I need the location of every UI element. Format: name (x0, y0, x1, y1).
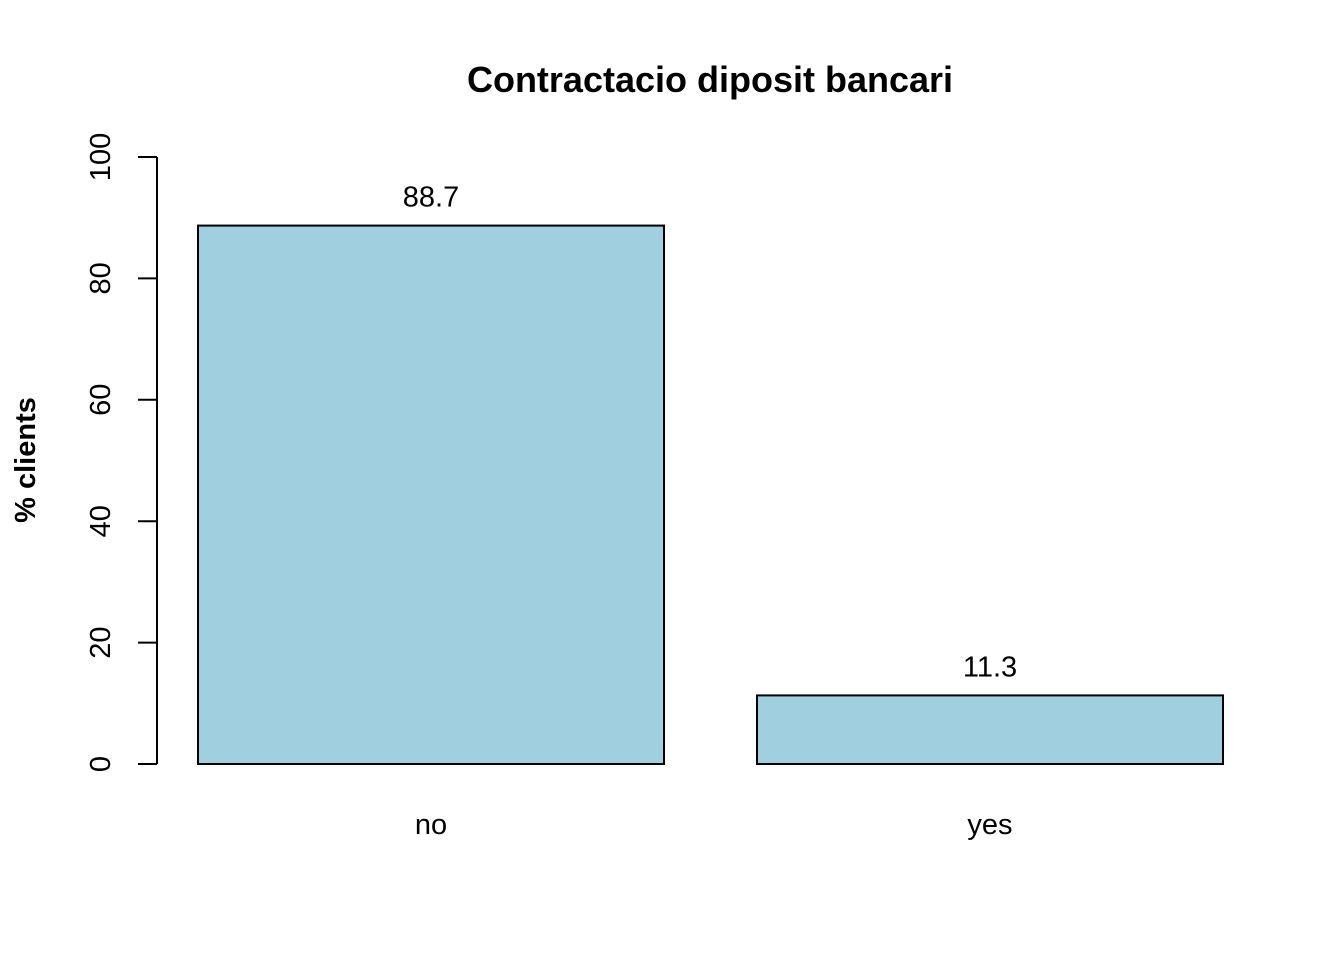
y-tick-label: 100 (85, 133, 117, 181)
bars: 88.7 11.3 (197, 182, 1224, 765)
x-category-label-no: no (415, 809, 447, 841)
x-axis-labels: no yes (415, 809, 1013, 841)
y-axis-label: % clients (10, 397, 42, 523)
chart-title: Contractacio diposit bancari (467, 59, 953, 100)
y-tick-label: 80 (85, 262, 117, 294)
y-tick-label: 60 (85, 384, 117, 416)
y-axis: 0 20 40 60 80 100 (85, 133, 158, 772)
x-category-label-yes: yes (967, 809, 1012, 841)
bar-yes (756, 694, 1224, 765)
y-tick-label: 0 (85, 756, 117, 772)
y-tick-label: 40 (85, 505, 117, 537)
data-label-no: 88.7 (403, 182, 459, 214)
bar-no (197, 224, 665, 765)
data-label-yes: 11.3 (963, 651, 1017, 683)
y-tick-label: 20 (85, 626, 117, 658)
